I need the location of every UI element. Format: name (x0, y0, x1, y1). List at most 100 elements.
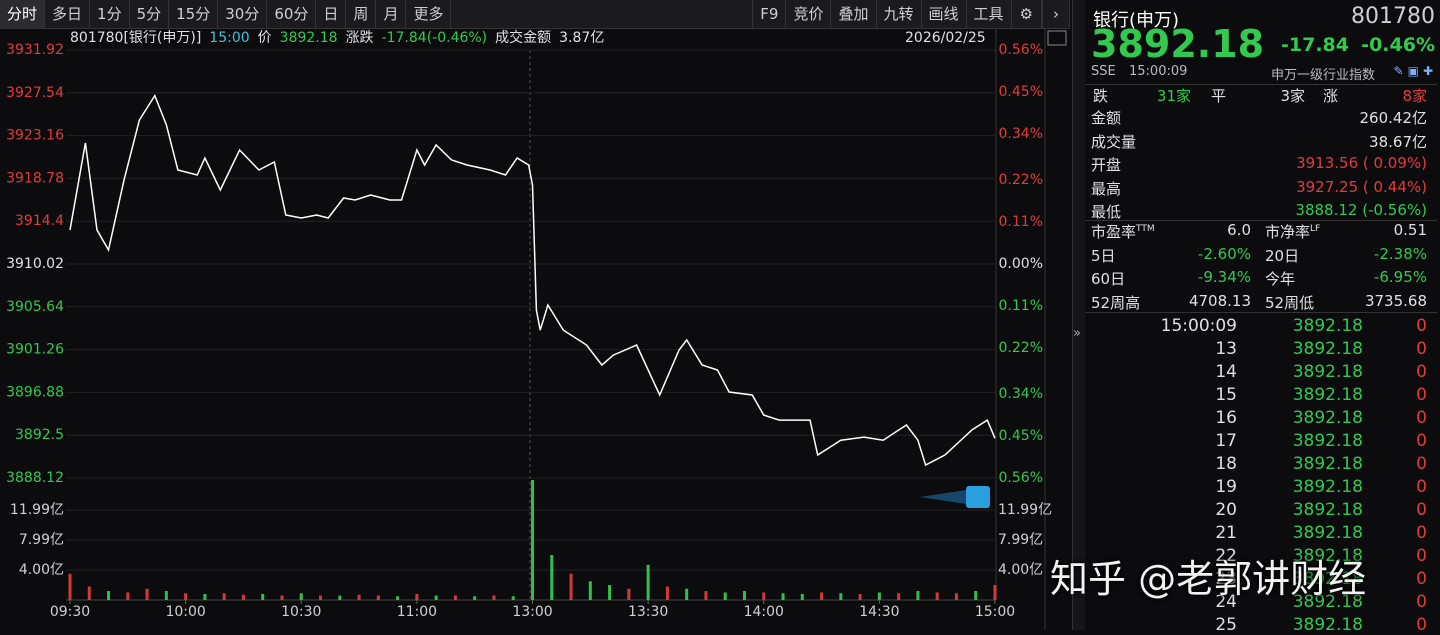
panel-icons[interactable]: ✎▣✚ (1393, 64, 1437, 78)
volume-bar (839, 593, 843, 600)
volume-bar (954, 593, 958, 600)
tick-time: 15 (1215, 385, 1237, 405)
valuation-label: 52周低 (1265, 293, 1315, 312)
volume-bar (723, 592, 727, 600)
stat-label: 成交量 (1091, 132, 1137, 151)
valuation-sup: TTM (1136, 224, 1155, 234)
tool-button[interactable]: 叠加 (830, 0, 875, 28)
period-tab[interactable]: 5分 (130, 0, 170, 28)
tool-button[interactable]: 九转 (875, 0, 921, 28)
valuation-value: -9.34% (1197, 268, 1251, 286)
price-label: 价 (257, 30, 272, 46)
volume-bar (338, 595, 342, 600)
tick-volume: 0 (1416, 454, 1427, 474)
tool-button[interactable]: F9 (752, 0, 785, 28)
x-tick-label: 11:00 (397, 604, 437, 620)
wp-icon[interactable] (1047, 30, 1067, 46)
toolbar: 分时 多日 1分 5分 15分 30分 60分日周月更多 F9 竞价 叠加 九转 画线 工具 ⚙ › (0, 0, 1070, 29)
valuation-value: -2.38% (1373, 244, 1427, 263)
y-tick-label: 3888.12 (6, 470, 64, 486)
quote-code: 801780 (1351, 4, 1435, 29)
tool-button[interactable]: 画线 (920, 0, 966, 28)
period-tab[interactable]: 多日 (45, 0, 91, 28)
tick-volume: 0 (1416, 615, 1427, 635)
code-name: 801780[银行(申万)] (70, 30, 202, 46)
tick-time: 18 (1215, 454, 1237, 474)
y-tick-label: 3931.92 (6, 42, 64, 58)
period-tab[interactable]: 周 (346, 0, 377, 28)
volume-bar (241, 594, 245, 600)
period-tab[interactable]: 月 (376, 0, 407, 28)
x-tick-label: 09:30 (50, 604, 90, 620)
valuation-label: 5日 (1091, 246, 1116, 265)
volume-bar (473, 596, 477, 600)
y-tick-label: 3914.4 (15, 213, 64, 229)
y2-tick-label: 0.11% (999, 214, 1043, 230)
volume-bar (704, 591, 708, 600)
collapse-arrow[interactable]: » (1073, 326, 1081, 341)
tick-volume: 0 (1416, 592, 1427, 612)
chart: 3931.92 3927.54 3923.16 3918.78 3914.4 3910.0… (6, 28, 1067, 630)
volume-bar (627, 588, 631, 600)
period-tab[interactable]: 30分 (218, 0, 268, 28)
quote-name: 银行(申万) (1093, 10, 1180, 31)
tick-price: 3892.18 (1292, 569, 1363, 589)
amount: 3.87亿 (559, 30, 605, 46)
stat-value: 260.42亿 (1359, 109, 1428, 127)
tick-volume: 0 (1416, 408, 1427, 428)
volume-bar (126, 592, 130, 600)
tool-button[interactable]: 竞价 (785, 0, 830, 28)
breadth-down: 31家 (1156, 87, 1191, 105)
valuation-label: 今年 (1265, 270, 1296, 288)
tick-time: 20 (1215, 500, 1237, 520)
tick-price: 3892.18 (1292, 592, 1363, 612)
tick-time: 15:00:09 (1160, 316, 1237, 336)
tick-price: 3892.18 (1292, 500, 1363, 520)
time: 15:00 (209, 30, 250, 46)
stat-value: 38.67亿 (1369, 132, 1427, 151)
float-icon[interactable] (966, 486, 990, 508)
period-tab[interactable]: 更多 (406, 0, 452, 28)
volume-bar (280, 595, 284, 600)
tick-volume: 0 (1416, 431, 1427, 451)
y2-tick-label: 0.22% (999, 340, 1043, 356)
valuation-value: 0.51 (1393, 221, 1427, 239)
next-arrow[interactable]: › (1042, 0, 1070, 28)
x-tick-label: 14:30 (859, 604, 899, 620)
vol-tick-label: 4.00亿 (19, 562, 64, 578)
x-tick-label: 14:00 (744, 604, 784, 620)
tick-price: 3892.18 (1292, 362, 1363, 382)
volume-bar (145, 588, 149, 600)
volume-bar (299, 593, 303, 600)
tool-button[interactable]: 工具 (965, 0, 1011, 28)
period-tab[interactable]: 1分 (90, 0, 130, 28)
valuation-value: -2.60% (1197, 244, 1251, 263)
tick-time: 17 (1215, 431, 1237, 451)
breadth-flat-label: 平 (1211, 87, 1227, 105)
period-tab[interactable]: 日 (316, 0, 347, 28)
collapse-strip (1073, 0, 1085, 630)
period-tab[interactable]: 15分 (169, 0, 219, 28)
stat-value: 3913.56 ( 0.09%) (1296, 154, 1427, 172)
volume-bar (897, 593, 901, 600)
quote-change: -17.84 (1281, 34, 1349, 56)
valuation-sup: LF (1310, 224, 1321, 234)
price: 3892.18 (279, 30, 338, 46)
quote-time: 15:00:09 (1129, 64, 1188, 79)
period-tab[interactable]: 分时 (0, 0, 46, 28)
float-icon-tail (920, 490, 966, 504)
tick-price: 3892.18 (1292, 615, 1363, 635)
volume-bar (550, 555, 554, 600)
period-tab[interactable]: 60分 (267, 0, 317, 28)
settings-icon[interactable]: ⚙ (1010, 0, 1042, 28)
y2-tick-label: 0.56% (999, 470, 1043, 486)
volume-bar (203, 594, 207, 600)
y2-tick-label: 0.45% (999, 84, 1043, 100)
tick-price: 3892.18 (1292, 431, 1363, 451)
y2-tick-label: 0.45% (999, 428, 1043, 444)
tick-time: 16 (1215, 408, 1237, 428)
volume-bar (820, 592, 824, 600)
volume-bar (396, 596, 400, 600)
tick-time: 21 (1215, 523, 1237, 543)
